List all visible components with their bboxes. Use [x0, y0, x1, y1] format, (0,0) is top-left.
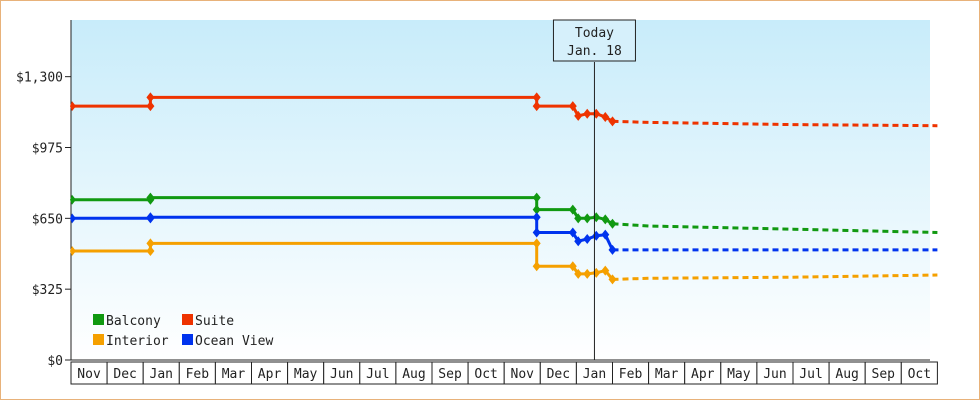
- x-tick-label: Aug: [835, 367, 858, 382]
- data-point-suite: [70, 101, 76, 112]
- forecast-line-interior: [612, 273, 938, 281]
- x-tick-label: Apr: [691, 367, 715, 382]
- data-point-interior: [568, 261, 577, 272]
- x-tick-label: Jun: [763, 367, 786, 382]
- data-point-suite: [608, 116, 617, 127]
- legend-swatch-ocean-view: [182, 334, 193, 345]
- y-tick-label: $975: [32, 142, 63, 157]
- data-point-interior: [146, 246, 155, 257]
- data-point-interior: [146, 238, 155, 249]
- x-tick-label: Nov: [77, 367, 101, 382]
- x-tick-label: May: [727, 367, 751, 382]
- data-point-balcony: [608, 218, 617, 229]
- today-date: Jan. 18: [567, 44, 622, 59]
- data-point-ocean-view: [568, 227, 577, 238]
- data-point-suite: [583, 108, 592, 119]
- legend-swatch-interior: [93, 334, 104, 345]
- data-point-suite: [146, 101, 155, 112]
- y-axis: $0 $325 $650 $975 $1,300: [16, 20, 72, 369]
- x-tick-label: Feb: [619, 367, 643, 382]
- x-tick-label: Jan: [150, 367, 173, 382]
- data-point-ocean-view: [70, 213, 76, 224]
- series-group: [70, 92, 938, 285]
- data-point-suite: [532, 92, 541, 103]
- x-tick-label: May: [294, 367, 318, 382]
- forecast-line-suite: [612, 119, 938, 128]
- data-point-interior: [70, 246, 76, 257]
- x-tick-label: Mar: [222, 367, 246, 382]
- x-tick-label: Sep: [872, 367, 896, 382]
- x-tick-label: Feb: [186, 367, 210, 382]
- data-point-ocean-view: [583, 234, 592, 245]
- x-tick-label: Apr: [258, 367, 282, 382]
- data-point-interior: [601, 265, 610, 276]
- legend-label-suite: Suite: [195, 314, 234, 329]
- data-point-ocean-view: [532, 227, 541, 238]
- legend: Balcony Suite Interior Ocean View: [93, 314, 273, 349]
- data-point-suite: [532, 101, 541, 112]
- forecast-line-balcony: [612, 222, 938, 234]
- x-tick-cell: [900, 361, 938, 385]
- data-point-balcony: [568, 204, 577, 215]
- x-axis: Nov Dec Jan Feb Mar Apr May Jun Jul Aug Sep Oct Nov D…: [70, 359, 938, 385]
- today-label: Today: [575, 26, 614, 41]
- x-tick-label: Dec: [547, 367, 570, 382]
- y-tick-label: $650: [32, 212, 63, 227]
- x-tick-label: Jun: [330, 367, 353, 382]
- data-point-suite: [568, 101, 577, 112]
- y-tick-label: $325: [32, 283, 63, 298]
- x-tick-label: Jul: [799, 367, 822, 382]
- data-point-balcony: [146, 192, 155, 203]
- plot-area: [71, 20, 930, 360]
- data-point-interior: [608, 274, 617, 285]
- data-point-interior: [532, 238, 541, 249]
- today-box: [552, 19, 636, 62]
- data-point-interior: [583, 268, 592, 279]
- data-point-suite: [146, 92, 155, 103]
- x-tick-label: Oct: [908, 367, 931, 382]
- today-marker: Today Jan. 18: [552, 19, 636, 360]
- x-tick-label: Jul: [366, 367, 389, 382]
- x-tick-label: Jan: [583, 367, 606, 382]
- x-tick-label: Dec: [113, 367, 136, 382]
- data-point-balcony: [601, 214, 610, 225]
- y-tick-label: $1,300: [16, 71, 63, 86]
- y-tick-label: $0: [47, 354, 63, 369]
- legend-label-balcony: Balcony: [106, 314, 161, 329]
- data-point-interior: [532, 261, 541, 272]
- data-point-balcony: [532, 192, 541, 203]
- x-tick-label: Nov: [511, 367, 535, 382]
- data-point-ocean-view: [574, 236, 583, 247]
- x-tick-label: Aug: [402, 367, 425, 382]
- data-point-interior: [574, 268, 583, 279]
- data-point-ocean-view: [608, 244, 617, 255]
- data-point-ocean-view: [532, 212, 541, 223]
- data-point-ocean-view: [146, 212, 155, 223]
- legend-swatch-suite: [182, 314, 193, 325]
- data-point-balcony: [532, 204, 541, 215]
- x-tick-label: Sep: [438, 367, 462, 382]
- legend-label-ocean-view: Ocean View: [195, 334, 273, 349]
- data-point-balcony: [583, 213, 592, 224]
- legend-label-interior: Interior: [106, 334, 169, 349]
- data-point-balcony: [70, 194, 76, 205]
- data-point-suite: [574, 110, 583, 121]
- data-point-ocean-view: [601, 229, 610, 240]
- x-tick-label: Oct: [474, 367, 497, 382]
- data-point-suite: [601, 111, 610, 122]
- legend-swatch-balcony: [93, 314, 104, 325]
- x-tick-label: Mar: [655, 367, 679, 382]
- data-point-balcony: [574, 213, 583, 224]
